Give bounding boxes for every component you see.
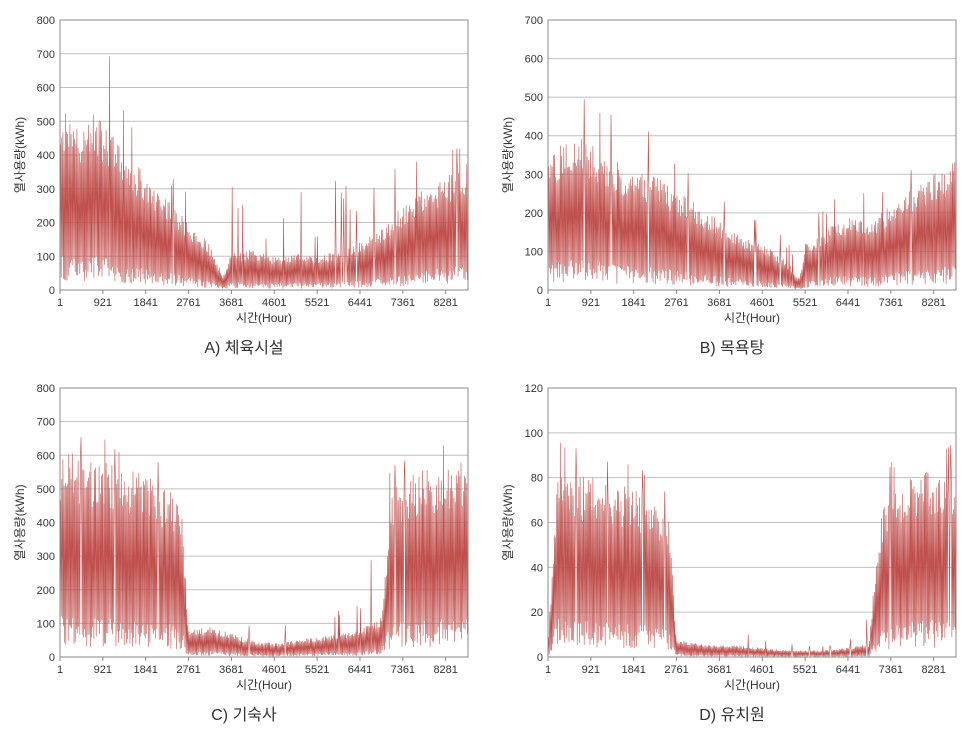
svg-text:2761: 2761 bbox=[176, 664, 200, 676]
svg-text:700: 700 bbox=[525, 15, 543, 27]
svg-text:100: 100 bbox=[37, 618, 55, 630]
svg-text:800: 800 bbox=[37, 15, 55, 27]
panel-d: 0 20 40 60 80 100 120 1 921 1841 2761 3681 4601 5521 6… bbox=[498, 378, 966, 725]
svg-text:1841: 1841 bbox=[621, 664, 645, 676]
svg-text:100: 100 bbox=[525, 428, 543, 440]
svg-text:시간(Hour): 시간(Hour) bbox=[236, 678, 292, 692]
svg-text:300: 300 bbox=[37, 184, 55, 196]
svg-text:6441: 6441 bbox=[348, 297, 372, 309]
panel-a: 0 100 200 300 400 500 600 700 800 1 921 1841 2761 368… bbox=[10, 10, 478, 358]
svg-text:6441: 6441 bbox=[836, 664, 860, 676]
svg-text:5521: 5521 bbox=[305, 664, 329, 676]
svg-text:열사용량(kWh): 열사용량(kWh) bbox=[13, 484, 27, 560]
svg-text:열사용량(kWh): 열사용량(kWh) bbox=[13, 117, 27, 193]
svg-text:1: 1 bbox=[545, 297, 551, 309]
panel-c: 0 100 200 300 400 500 600 700 800 1 921 1841 2761 368… bbox=[10, 378, 478, 725]
svg-text:200: 200 bbox=[37, 585, 55, 597]
svg-text:4601: 4601 bbox=[262, 664, 286, 676]
caption-d: D) 유치원 bbox=[699, 701, 765, 725]
svg-text:시간(Hour): 시간(Hour) bbox=[724, 311, 780, 325]
svg-text:6441: 6441 bbox=[836, 297, 860, 309]
svg-text:800: 800 bbox=[37, 383, 55, 395]
svg-text:100: 100 bbox=[525, 246, 543, 258]
panel-b: 0 100 200 300 400 500 600 700 1 921 1841 2761 3681 46… bbox=[498, 10, 966, 358]
svg-text:7361: 7361 bbox=[879, 664, 903, 676]
svg-text:1: 1 bbox=[57, 297, 63, 309]
svg-text:600: 600 bbox=[525, 54, 543, 66]
caption-b: B) 목욕탕 bbox=[700, 334, 765, 358]
svg-text:200: 200 bbox=[525, 208, 543, 220]
svg-text:5521: 5521 bbox=[305, 297, 329, 309]
svg-text:2761: 2761 bbox=[664, 297, 688, 309]
svg-text:4601: 4601 bbox=[750, 297, 774, 309]
svg-text:400: 400 bbox=[525, 131, 543, 143]
svg-text:921: 921 bbox=[582, 664, 600, 676]
svg-text:5521: 5521 bbox=[793, 297, 817, 309]
svg-text:1841: 1841 bbox=[621, 297, 645, 309]
svg-text:200: 200 bbox=[37, 218, 55, 230]
svg-text:921: 921 bbox=[94, 297, 112, 309]
svg-text:열사용량(kWh): 열사용량(kWh) bbox=[501, 117, 515, 193]
svg-text:600: 600 bbox=[37, 450, 55, 462]
svg-text:3681: 3681 bbox=[707, 297, 731, 309]
svg-text:1841: 1841 bbox=[133, 297, 157, 309]
svg-text:1: 1 bbox=[545, 664, 551, 676]
svg-text:4601: 4601 bbox=[262, 297, 286, 309]
svg-text:1841: 1841 bbox=[133, 664, 157, 676]
svg-text:8281: 8281 bbox=[433, 297, 457, 309]
chart-c: 0 100 200 300 400 500 600 700 800 1 921 1841 2761 368… bbox=[10, 378, 478, 697]
svg-text:7361: 7361 bbox=[391, 297, 415, 309]
svg-text:100: 100 bbox=[37, 251, 55, 263]
chart-grid: 0100200300400500600700800192118412761368… bbox=[10, 10, 966, 725]
caption-c: C) 기숙사 bbox=[211, 701, 277, 725]
svg-text:600: 600 bbox=[37, 83, 55, 95]
caption-a: A) 체육시설 bbox=[204, 334, 283, 358]
svg-text:700: 700 bbox=[37, 417, 55, 429]
svg-text:80: 80 bbox=[531, 473, 543, 485]
svg-text:500: 500 bbox=[37, 116, 55, 128]
chart-b: 0 100 200 300 400 500 600 700 1 921 1841 2761 3681 46… bbox=[498, 10, 966, 330]
svg-text:열사용량(kWh): 열사용량(kWh) bbox=[501, 484, 515, 560]
svg-text:500: 500 bbox=[525, 92, 543, 104]
svg-text:2761: 2761 bbox=[664, 664, 688, 676]
svg-text:시간(Hour): 시간(Hour) bbox=[236, 311, 292, 325]
svg-text:0: 0 bbox=[49, 285, 55, 297]
svg-text:300: 300 bbox=[525, 169, 543, 181]
svg-text:6441: 6441 bbox=[348, 664, 372, 676]
svg-text:700: 700 bbox=[37, 49, 55, 61]
svg-text:3681: 3681 bbox=[219, 297, 243, 309]
svg-text:3681: 3681 bbox=[219, 664, 243, 676]
svg-text:8281: 8281 bbox=[921, 297, 945, 309]
svg-text:921: 921 bbox=[582, 297, 600, 309]
chart-a: 0 100 200 300 400 500 600 700 800 1 921 1841 2761 368… bbox=[10, 10, 478, 330]
svg-text:921: 921 bbox=[94, 664, 112, 676]
svg-text:5521: 5521 bbox=[793, 664, 817, 676]
svg-text:500: 500 bbox=[37, 484, 55, 496]
svg-text:0: 0 bbox=[537, 652, 543, 664]
svg-text:8281: 8281 bbox=[433, 664, 457, 676]
svg-text:시간(Hour): 시간(Hour) bbox=[724, 678, 780, 692]
svg-text:40: 40 bbox=[531, 562, 543, 574]
svg-text:2761: 2761 bbox=[176, 297, 200, 309]
svg-text:400: 400 bbox=[37, 150, 55, 162]
svg-text:3681: 3681 bbox=[707, 664, 731, 676]
svg-text:400: 400 bbox=[37, 518, 55, 530]
svg-text:60: 60 bbox=[531, 518, 543, 530]
svg-text:120: 120 bbox=[525, 383, 543, 395]
svg-text:7361: 7361 bbox=[879, 297, 903, 309]
svg-text:0: 0 bbox=[537, 285, 543, 297]
svg-text:4601: 4601 bbox=[750, 664, 774, 676]
svg-text:7361: 7361 bbox=[391, 664, 415, 676]
svg-text:0: 0 bbox=[49, 652, 55, 664]
svg-text:20: 20 bbox=[531, 607, 543, 619]
chart-d: 0 20 40 60 80 100 120 1 921 1841 2761 3681 4601 5521 6… bbox=[498, 378, 966, 697]
svg-text:8281: 8281 bbox=[921, 664, 945, 676]
svg-text:300: 300 bbox=[37, 551, 55, 563]
svg-text:1: 1 bbox=[57, 664, 63, 676]
